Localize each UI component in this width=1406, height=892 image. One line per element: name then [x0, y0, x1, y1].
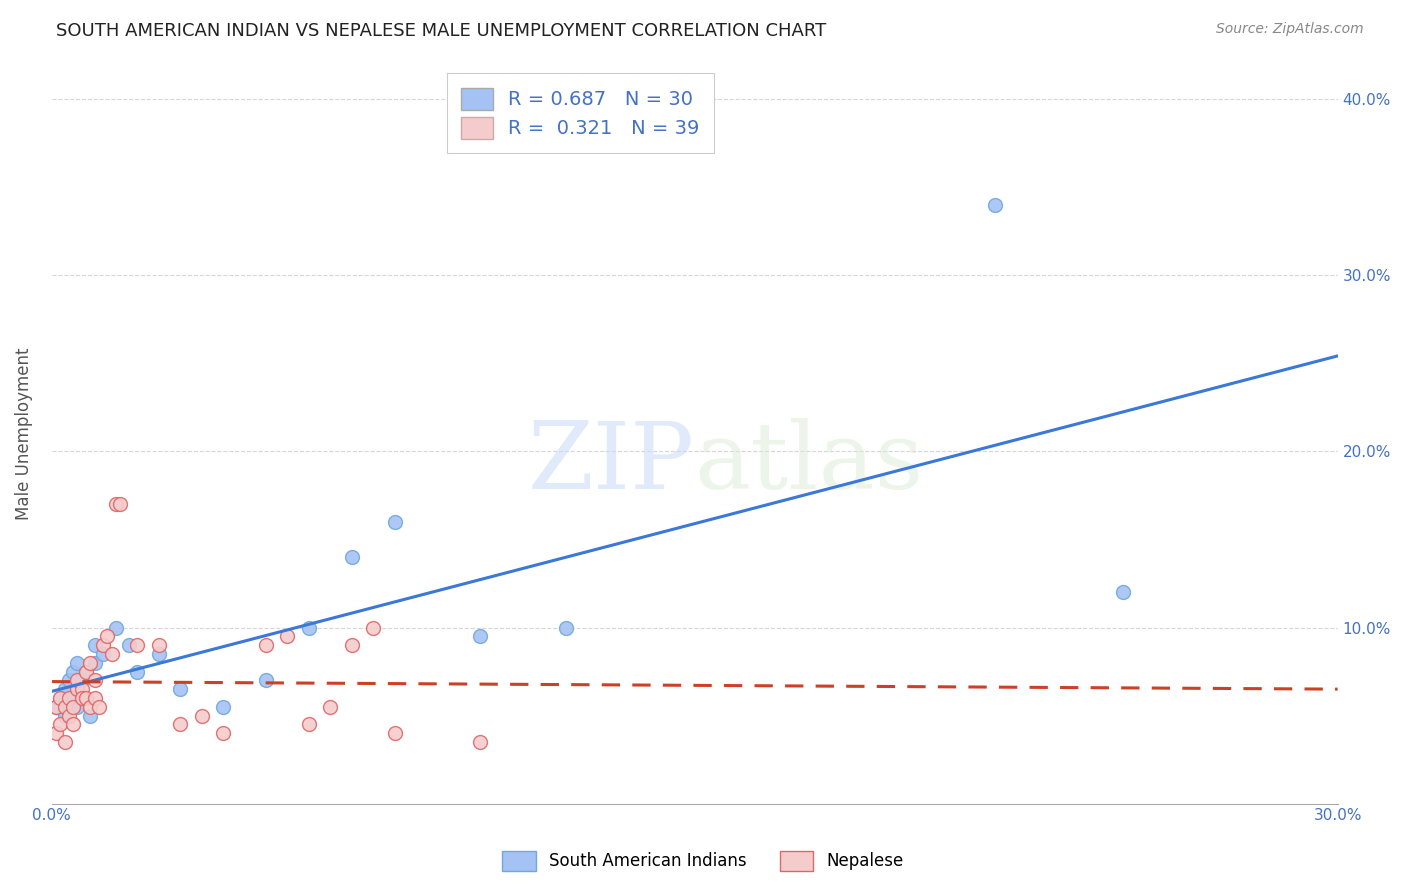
Point [470, 735, 492, 749]
Point [100, 647, 122, 661]
Point [340, 550, 363, 565]
Point [212, 699, 235, 714]
Point [53, 708, 76, 723]
Point [983, 198, 1005, 212]
Point [58, 708, 80, 723]
Point [70, 682, 93, 697]
Point [298, 717, 321, 731]
Point [118, 638, 141, 652]
Point [96, 629, 118, 643]
Point [66, 673, 89, 688]
Point [340, 638, 363, 652]
Point [83, 638, 105, 652]
Text: SOUTH AMERICAN INDIAN VS NEPALESE MALE UNEMPLOYMENT CORRELATION CHART: SOUTH AMERICAN INDIAN VS NEPALESE MALE U… [56, 22, 827, 40]
Point [169, 682, 191, 697]
Point [70, 673, 93, 688]
Point [66, 656, 89, 670]
Text: ZIP: ZIP [527, 418, 695, 508]
Point [62, 690, 84, 705]
Point [1112, 585, 1135, 599]
Point [53, 735, 76, 749]
Point [62, 717, 84, 731]
Point [83, 656, 105, 670]
Point [276, 629, 298, 643]
Point [169, 717, 191, 731]
Point [148, 638, 170, 652]
Point [49, 690, 72, 705]
Point [45, 699, 67, 714]
Point [148, 647, 170, 661]
Point [361, 621, 384, 635]
Point [91, 647, 114, 661]
Point [105, 621, 128, 635]
Point [58, 673, 80, 688]
Point [45, 699, 67, 714]
Legend: R = 0.687   N = 30, R =  0.321   N = 39: R = 0.687 N = 30, R = 0.321 N = 39 [447, 73, 714, 153]
Point [105, 497, 128, 511]
Point [75, 690, 97, 705]
Point [49, 717, 72, 731]
Point [83, 673, 105, 688]
Point [53, 682, 76, 697]
Legend: South American Indians, Nepalese: South American Indians, Nepalese [494, 842, 912, 880]
Point [470, 629, 492, 643]
Point [91, 638, 114, 652]
Point [53, 699, 76, 714]
Point [212, 726, 235, 740]
Point [75, 665, 97, 679]
Point [62, 665, 84, 679]
Point [79, 708, 101, 723]
Point [254, 638, 277, 652]
Point [58, 699, 80, 714]
Point [66, 699, 89, 714]
Point [49, 690, 72, 705]
Point [79, 699, 101, 714]
Point [62, 699, 84, 714]
Point [66, 682, 89, 697]
Point [79, 656, 101, 670]
Point [384, 515, 406, 529]
Point [127, 665, 149, 679]
Point [555, 621, 578, 635]
Y-axis label: Male Unemployment: Male Unemployment [15, 348, 32, 520]
Point [110, 497, 132, 511]
Point [58, 690, 80, 705]
Point [75, 665, 97, 679]
Text: Source: ZipAtlas.com: Source: ZipAtlas.com [1216, 22, 1364, 37]
Text: atlas: atlas [695, 418, 924, 508]
Point [127, 638, 149, 652]
Point [319, 699, 342, 714]
Point [254, 673, 277, 688]
Point [191, 708, 214, 723]
Point [87, 699, 110, 714]
Point [384, 726, 406, 740]
Point [83, 690, 105, 705]
Point [70, 690, 93, 705]
Point [298, 621, 321, 635]
Point [45, 726, 67, 740]
